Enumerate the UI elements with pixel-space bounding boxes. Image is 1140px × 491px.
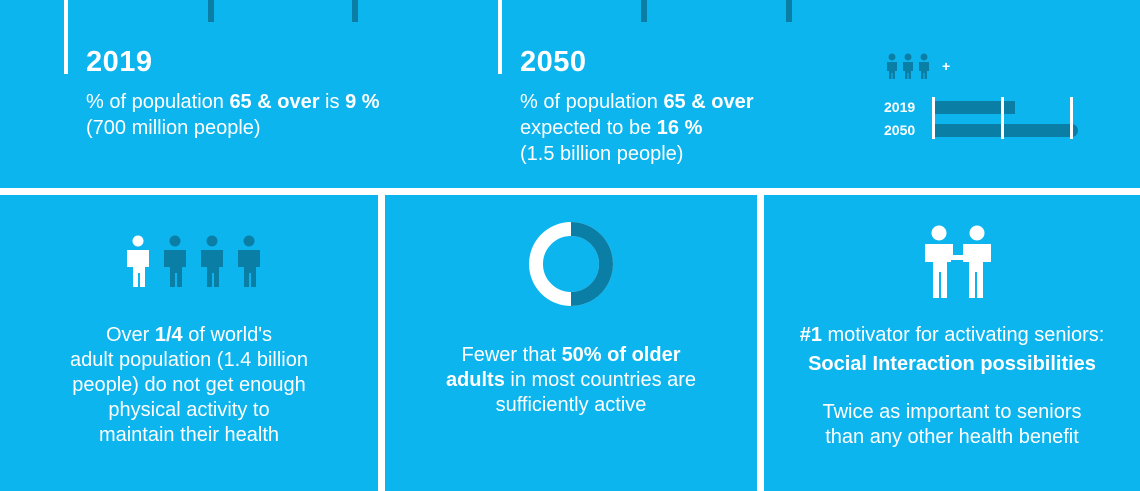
active-line2: adults in most countries are [445,369,697,391]
top-tick [641,0,647,22]
bar-label-2050: 2050 [884,122,916,138]
stat-2019-line1: % of population 65 & over is 9 % [86,91,380,113]
bar-2019 [935,101,1015,114]
bar-2050 [935,124,1078,137]
stat-2050-line2: expected to be 16 % [520,117,703,139]
active-adults-card: Fewer that 50% of older adults in most c… [385,195,757,491]
bar-gridline [1001,97,1004,139]
activity-card: Over 1/4 of world's adult population (1.… [0,195,378,491]
social-card: #1 motivator for activating seniors: Soc… [764,195,1140,491]
divider-2050 [498,0,502,74]
stat-2050-line3: (1.5 billion people) [520,143,684,165]
stat-2050-line1: % of population 65 & over [520,91,754,113]
top-tick [208,0,214,22]
elderly-people-icon [887,53,929,79]
population-stats-panel: 2019 % of population 65 & over is 9 % (7… [0,0,1140,188]
donut-chart-icon [529,222,613,306]
social-line2: Social Interaction possibilities [808,353,1096,375]
active-line1: Fewer that 50% of older [461,344,681,366]
activity-line5: maintain their health [98,424,280,446]
bar-gridline [1070,97,1073,139]
two-people-holding-hands-icon [925,225,991,298]
stat-2019-line2: (700 million people) [86,117,261,139]
bar-label-2019: 2019 [884,99,916,115]
activity-line1: Over 1/4 of world's [105,324,273,346]
social-line4: than any other health benefit [825,426,1079,448]
divider-2019 [64,0,68,74]
legend-plus: + [942,58,951,74]
top-tick [786,0,792,22]
donut-active-arc [570,222,613,306]
activity-line3: people) do not get enough [72,374,306,396]
activity-line2: adult population (1.4 billion [70,349,308,371]
top-tick [352,0,358,22]
bar-gridline [932,97,935,139]
active-line3: sufficiently active [495,394,647,416]
people-group-icon [127,235,260,287]
activity-line4: physical activity to [108,399,270,421]
social-line3: Twice as important to seniors [822,401,1082,423]
year-2050: 2050 [520,46,587,78]
year-2019: 2019 [86,46,153,78]
social-line1: #1 motivator for activating seniors: [799,324,1105,346]
